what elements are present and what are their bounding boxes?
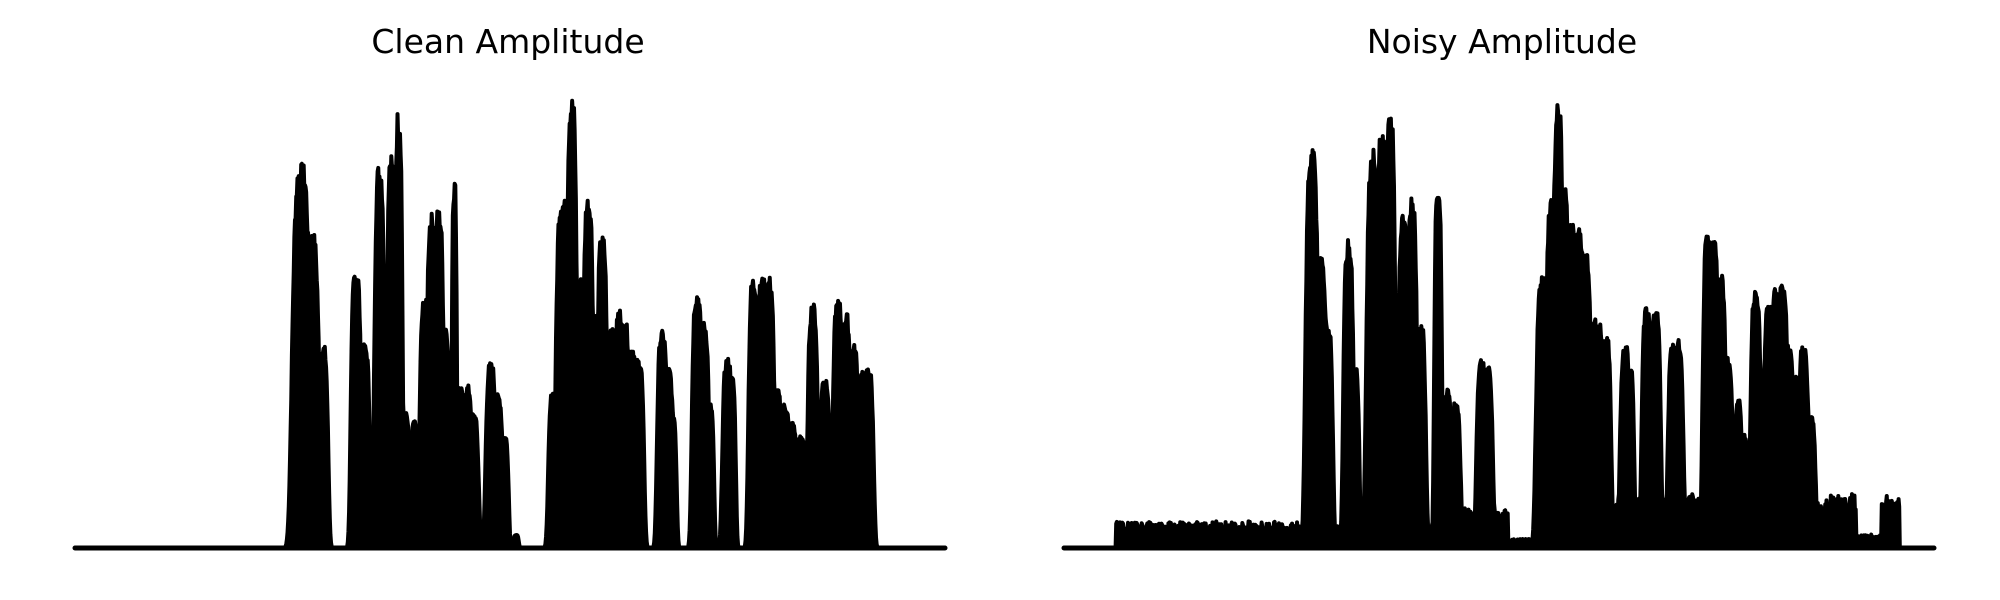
amplitude-area-0 [73, 98, 947, 550]
chart-title-noisy: Noisy Amplitude [1366, 22, 1638, 61]
noisy-amplitude-plot [1061, 103, 1937, 551]
chart-title-clean: Clean Amplitude [371, 22, 645, 61]
amplitude-area-1 [1062, 103, 1936, 550]
clean-amplitude-plot [72, 98, 948, 551]
